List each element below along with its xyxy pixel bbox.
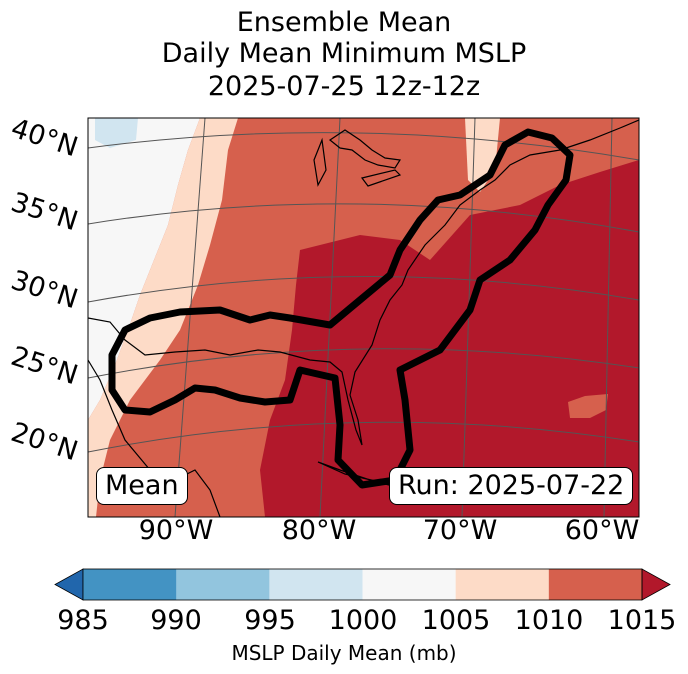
lat-line-35 bbox=[88, 203, 639, 233]
colorbar-segment-995 bbox=[269, 569, 363, 600]
ensemble-contour bbox=[108, 128, 574, 489]
lon-label-80w: 80°W bbox=[281, 515, 357, 546]
title-line-2: Daily Mean Minimum MSLP bbox=[161, 38, 527, 69]
lon-label-90w: 90°W bbox=[138, 515, 214, 546]
field-995-1000 bbox=[95, 118, 138, 148]
lake-erie bbox=[360, 169, 402, 187]
lat-line-30 bbox=[88, 276, 639, 303]
cb-tick-985: 985 bbox=[57, 605, 109, 636]
lake-michigan bbox=[313, 137, 327, 187]
cb-tick-1010: 1010 bbox=[514, 605, 584, 636]
colorbar-over-arrow bbox=[641, 568, 671, 601]
colorbar bbox=[54, 568, 671, 601]
colorbar-segment-1000 bbox=[362, 569, 457, 600]
colorbar-under-arrow bbox=[54, 568, 84, 601]
cb-tick-995: 995 bbox=[244, 605, 296, 636]
lon-label-70w: 70°W bbox=[422, 515, 498, 546]
lon-line-80 bbox=[319, 118, 341, 517]
colorbar-frame bbox=[82, 568, 643, 601]
map-frame bbox=[87, 117, 640, 518]
great-lakes bbox=[328, 129, 402, 169]
colorbar-segment-985 bbox=[83, 569, 177, 600]
field-1010-patch bbox=[568, 394, 608, 418]
mean-label: Mean bbox=[96, 467, 188, 505]
lon-line-90 bbox=[174, 118, 206, 517]
lon-line-60 bbox=[603, 118, 613, 517]
cb-tick-1005: 1005 bbox=[421, 605, 491, 636]
colorbar-segment-1010 bbox=[548, 569, 643, 600]
run-date-label: Run: 2025-07-22 bbox=[389, 467, 634, 505]
colorbar-label: MSLP Daily Mean (mb) bbox=[231, 641, 457, 665]
colorbar-segment-1005 bbox=[455, 569, 550, 600]
cb-tick-1015: 1015 bbox=[607, 605, 677, 636]
lon-label-60w: 60°W bbox=[564, 515, 640, 546]
us-gulf-coast bbox=[88, 119, 639, 446]
title-line-1: Ensemble Mean bbox=[236, 7, 452, 38]
cb-tick-990: 990 bbox=[150, 605, 202, 636]
title-line-3: 2025-07-25 12z-12z bbox=[207, 71, 481, 102]
lat-line-25 bbox=[88, 348, 639, 379]
colorbar-segment-990 bbox=[176, 569, 270, 600]
lat-line-20 bbox=[88, 421, 639, 453]
cb-tick-1000: 1000 bbox=[328, 605, 398, 636]
